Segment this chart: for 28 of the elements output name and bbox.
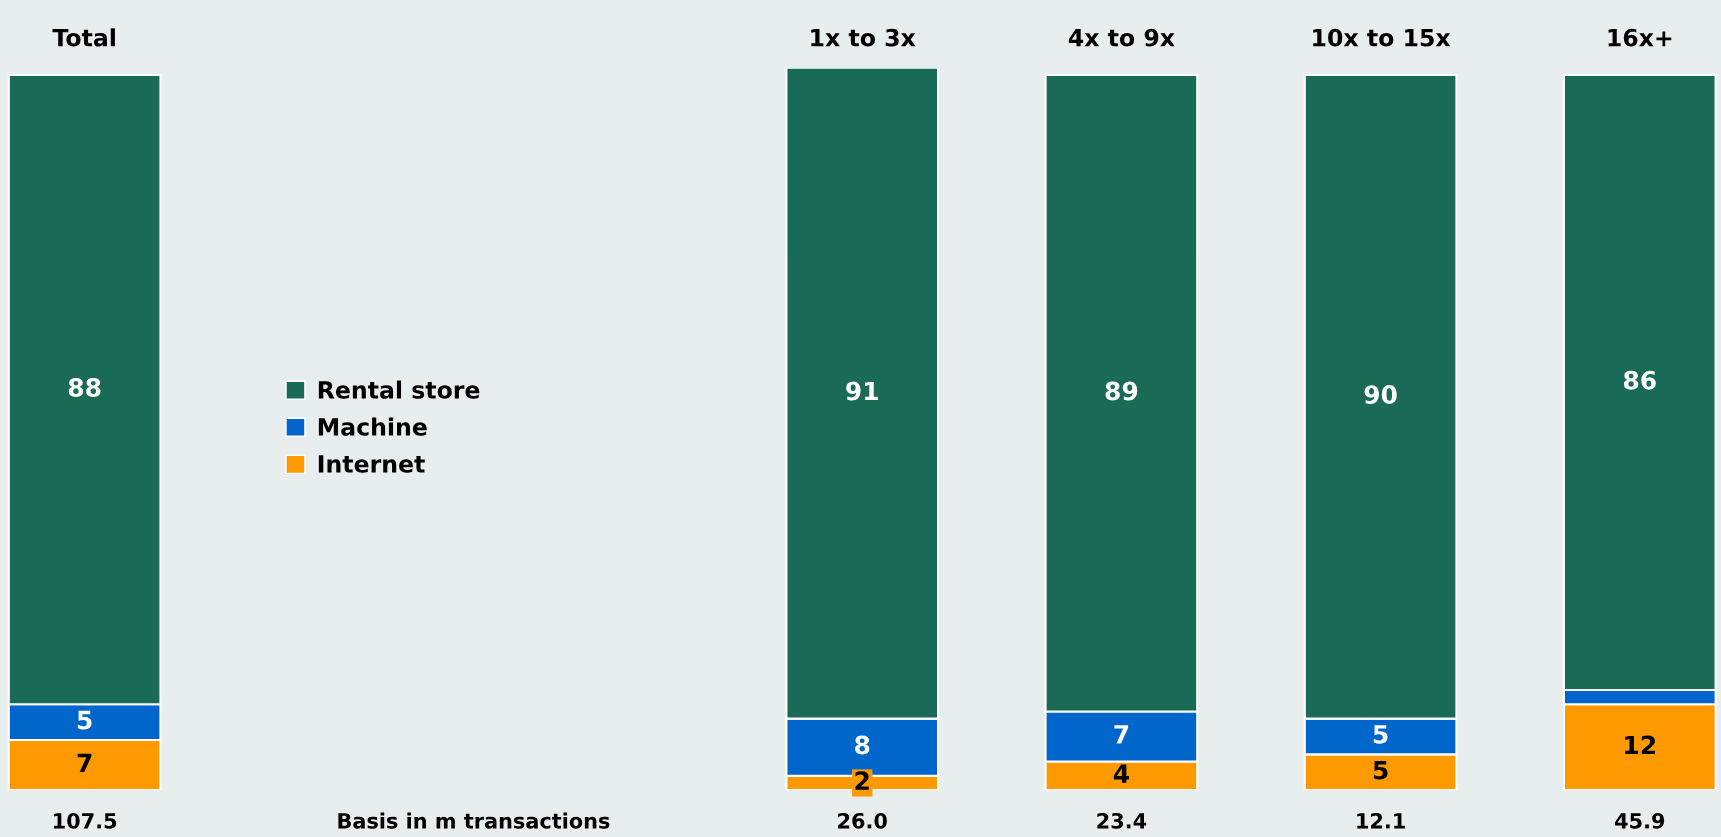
data-label: 91 (846, 381, 878, 401)
x-tick-label: 10x to 15x (1313, 28, 1451, 47)
data-label: 2 (855, 771, 869, 790)
data-label: 8 (855, 735, 870, 755)
data-label: 5 (1373, 725, 1388, 744)
legend-label: Internet (318, 455, 425, 473)
data-label: 86 (1623, 370, 1656, 390)
data-label: 5 (77, 710, 92, 730)
legend-label: Rental store (318, 380, 480, 399)
text: 45.9 (1615, 812, 1665, 829)
data-label: 7 (77, 753, 92, 772)
data-label: 7 (1114, 725, 1129, 744)
data-label: 90 (1364, 385, 1397, 405)
legend-label: Machine (318, 417, 427, 436)
text: 26.0 (838, 812, 887, 829)
data-label: 4 (1113, 764, 1129, 783)
data-label: 5 (1373, 760, 1388, 780)
x-tick-label: 1x to 3x (811, 28, 916, 47)
text: 107.5 (54, 812, 117, 829)
x-tick-label: 16x+ (1608, 28, 1672, 47)
text: 12.1 (1357, 812, 1405, 829)
data-label: 89 (1105, 381, 1138, 401)
x-tick-label: Total (52, 28, 115, 47)
data-label: 88 (68, 377, 101, 397)
x-tick-label: 4x to 9x (1068, 28, 1175, 47)
text: 23.4 (1097, 812, 1147, 829)
data-label: 12 (1625, 735, 1656, 755)
text: Basis in m transactions (338, 812, 610, 829)
